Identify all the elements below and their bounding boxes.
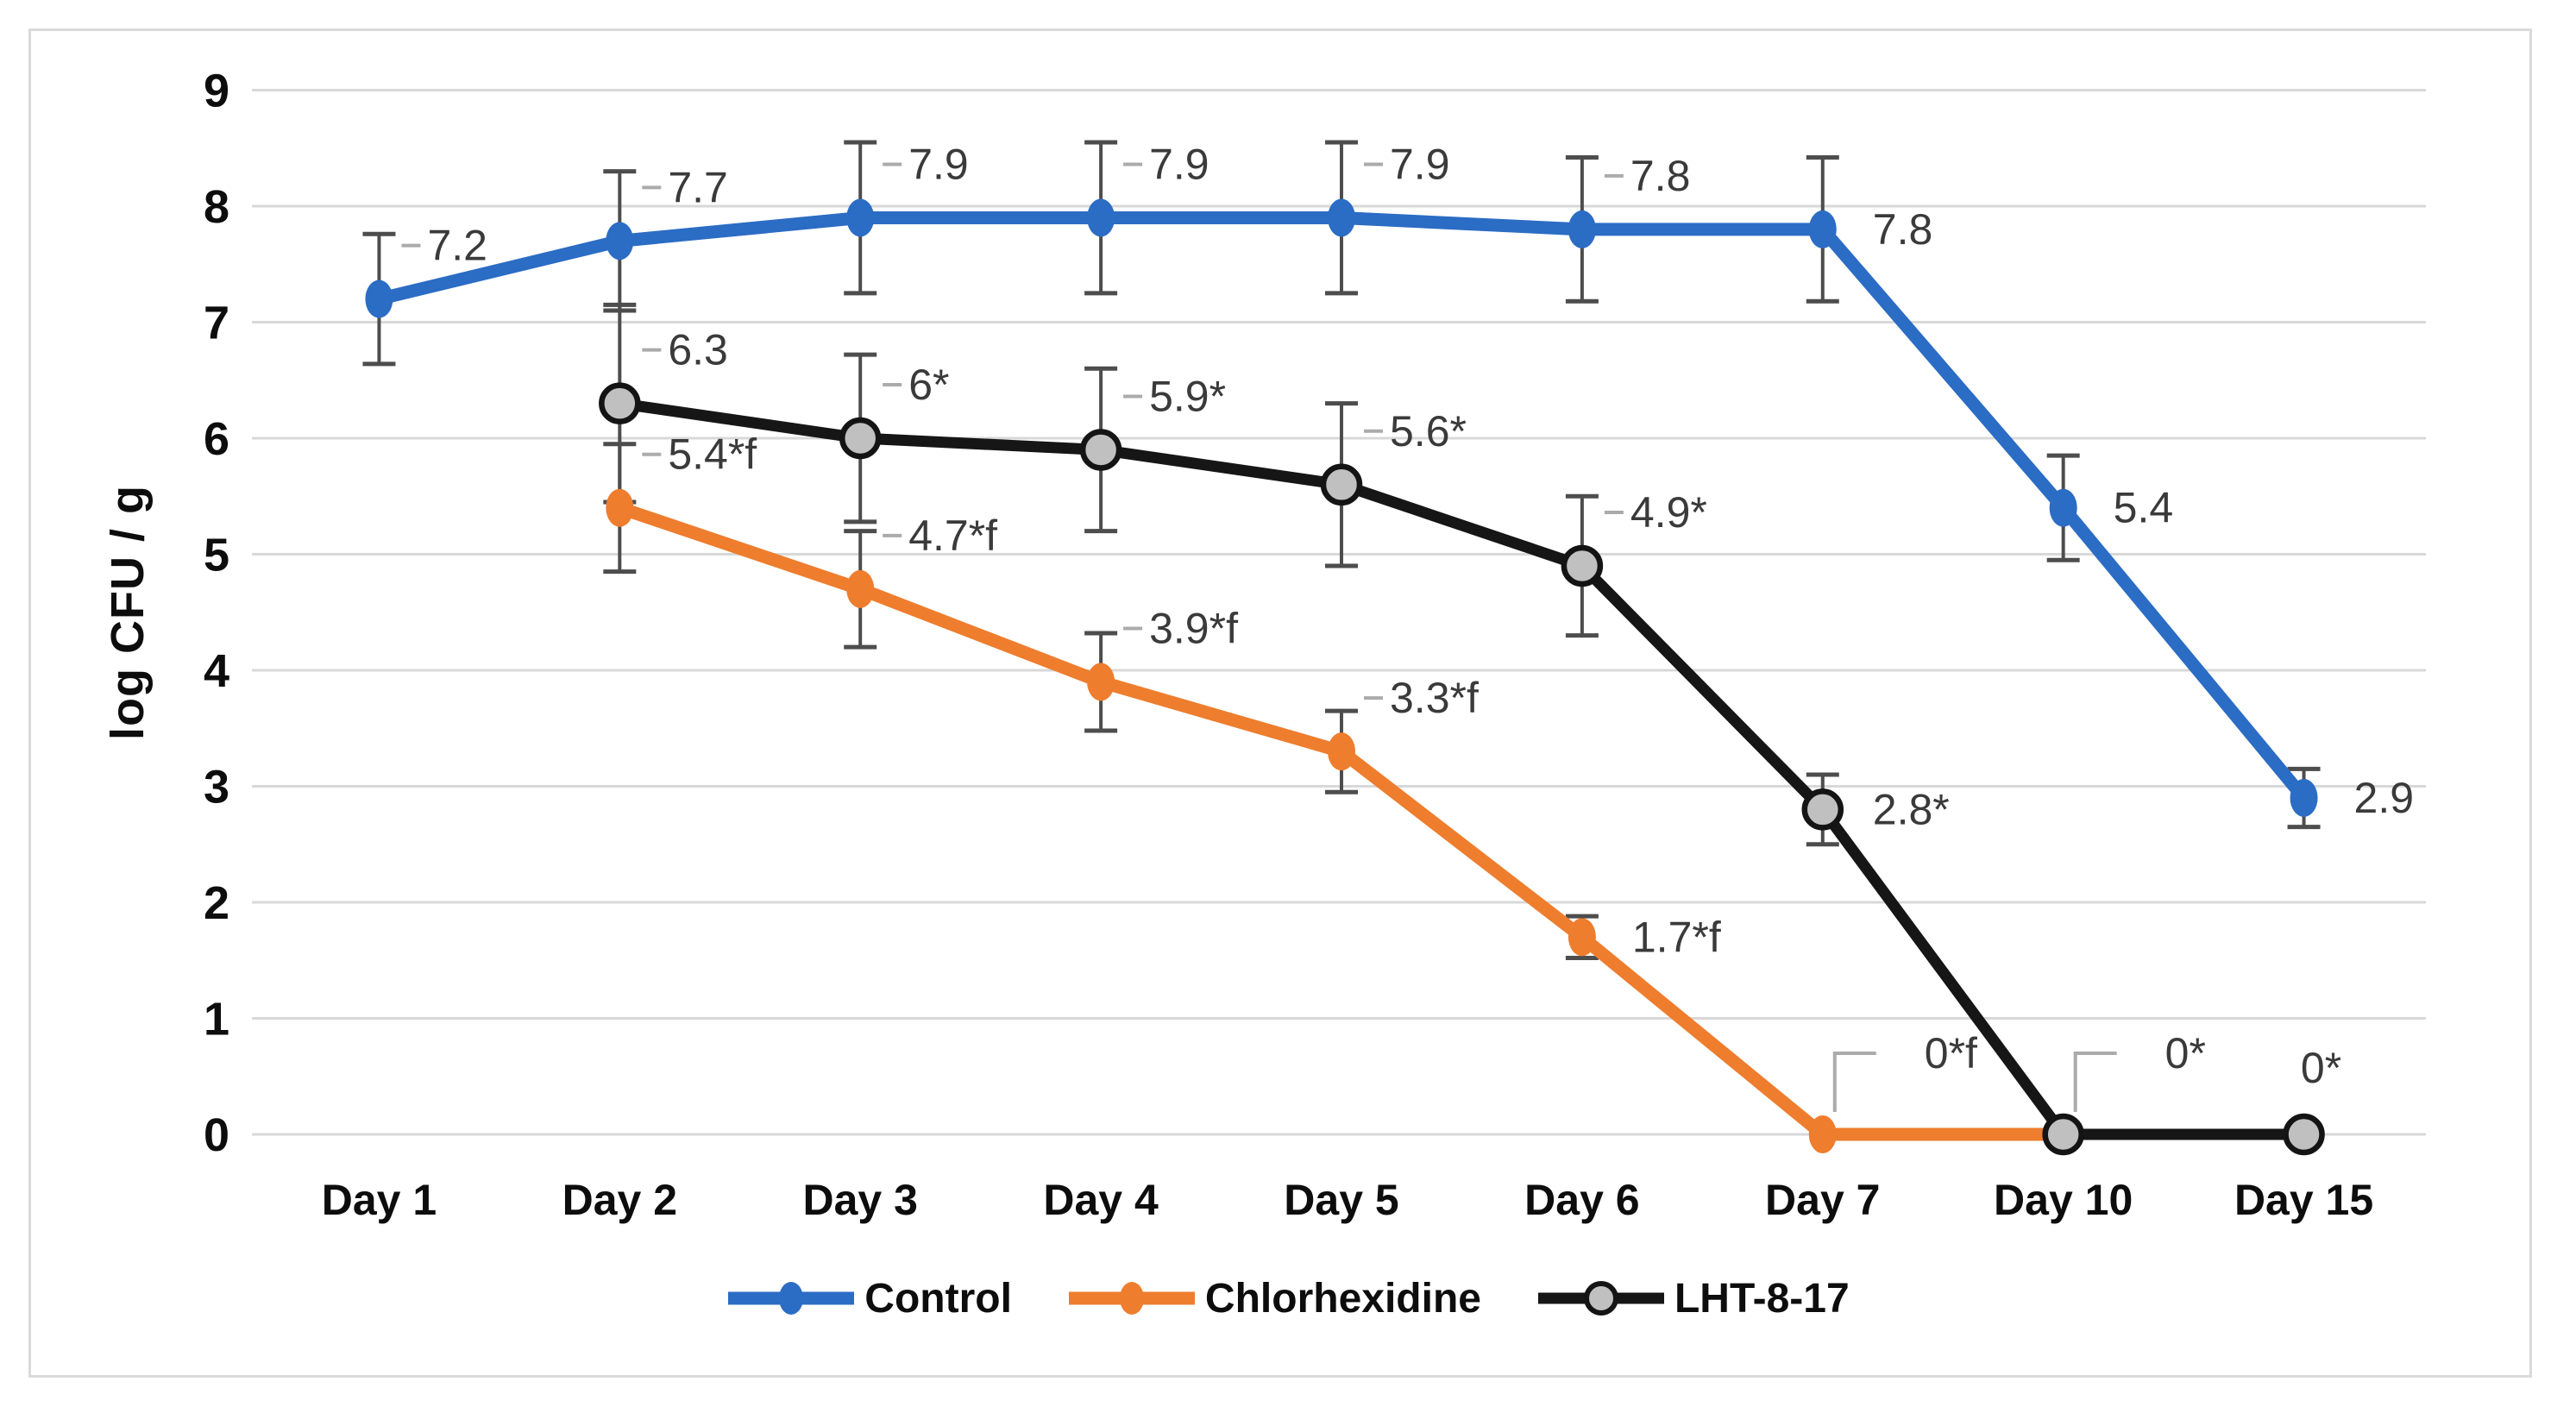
data-label: 7.9	[1149, 140, 1209, 188]
y-tick-label: 1	[204, 994, 229, 1046]
data-label: 7.9	[1390, 140, 1450, 188]
chart-panel	[28, 28, 2532, 1378]
data-label: 5.4	[2114, 484, 2174, 532]
marker-lht-8-17	[2042, 1113, 2084, 1156]
data-label: 5.9*	[1149, 372, 1226, 420]
legend-item-chlorhexidine: Chlorhexidine	[1067, 1275, 1481, 1322]
legend-item-lht-8-17: LHT-8-17	[1536, 1275, 1850, 1322]
marker-chlorhexidine	[1087, 663, 1115, 701]
y-tick-label: 3	[204, 762, 229, 813]
data-label: 0*f	[1925, 1029, 1977, 1077]
marker-chlorhexidine	[1328, 732, 1355, 771]
x-tick-label: Day 15	[2234, 1176, 2373, 1224]
data-label: 4.7*f	[908, 512, 997, 560]
y-tick-label: 2	[204, 877, 229, 929]
y-tick-label: 8	[204, 181, 229, 233]
data-label: 0*	[2301, 1044, 2341, 1092]
data-label: 7.8	[1630, 152, 1691, 200]
data-label: 6.3	[668, 326, 728, 374]
legend-swatch-icon	[728, 1282, 855, 1315]
x-tick-label: Day 1	[322, 1176, 437, 1224]
x-tick-label: Day 4	[1043, 1176, 1159, 1224]
legend-marker-icon	[1583, 1281, 1618, 1316]
x-tick-label: Day 3	[803, 1176, 918, 1224]
marker-control	[1808, 210, 1837, 248]
legend-swatch-icon	[1068, 1282, 1195, 1315]
marker-control	[2290, 778, 2318, 817]
legend-swatch-icon	[1537, 1281, 1664, 1316]
data-label: 3.3*f	[1390, 674, 1479, 722]
x-tick-label: Day 7	[1765, 1176, 1880, 1224]
data-label: 7.7	[668, 163, 728, 211]
y-tick-label: 5	[204, 530, 229, 581]
data-label: 7.8	[1873, 205, 1933, 254]
y-tick-label: 6	[204, 413, 229, 465]
marker-control	[1087, 198, 1115, 237]
marker-chlorhexidine	[606, 488, 634, 527]
marker-control	[1568, 210, 1596, 248]
marker-control	[365, 279, 393, 318]
data-label: 7.9	[908, 140, 969, 188]
legend-marker-icon	[1119, 1282, 1144, 1315]
series-line-chlorhexidine	[613, 501, 2070, 1141]
x-tick-label: Day 10	[1994, 1176, 2133, 1224]
legend-item-control: Control	[726, 1275, 1012, 1322]
label-leader	[2073, 1052, 2117, 1112]
marker-lht-8-17	[1801, 788, 1844, 831]
marker-lht-8-17	[2283, 1113, 2325, 1156]
marker-lht-8-17	[1079, 429, 1122, 471]
data-label: 0*	[2165, 1029, 2206, 1077]
series-line-lht-8-17	[613, 398, 2310, 1140]
marker-chlorhexidine	[1808, 1115, 1837, 1153]
marker-control	[1328, 198, 1355, 237]
legend: Control Chlorhexidine LHT-8-17	[0, 1261, 2576, 1335]
data-label: 5.6*	[1390, 407, 1467, 455]
marker-lht-8-17	[1320, 463, 1363, 506]
y-tick-label: 9	[204, 66, 229, 117]
legend-label: LHT-8-17	[1674, 1275, 1850, 1322]
x-tick-label: Day 5	[1284, 1176, 1398, 1224]
legend-label: Control	[864, 1275, 1012, 1322]
data-label: 3.9*f	[1149, 604, 1238, 652]
marker-chlorhexidine	[1568, 918, 1596, 957]
y-tick-label: 7	[204, 298, 229, 349]
label-leader	[1832, 1052, 1876, 1112]
legend-marker-icon	[779, 1282, 804, 1315]
data-label: 6*	[908, 361, 949, 409]
marker-control	[606, 222, 634, 261]
marker-lht-8-17	[839, 417, 882, 460]
data-label: 1.7*f	[1632, 913, 1721, 961]
marker-control	[2049, 488, 2077, 527]
data-label: 4.9*	[1630, 488, 1707, 537]
data-label: 7.2	[427, 222, 487, 270]
legend-label: Chlorhexidine	[1204, 1275, 1481, 1322]
y-tick-label: 4	[204, 645, 229, 697]
marker-control	[846, 198, 875, 237]
y-tick-label: 0	[204, 1109, 229, 1161]
data-label: 2.8*	[1873, 785, 1950, 833]
marker-lht-8-17	[1561, 544, 1604, 587]
data-label: 2.9	[2354, 774, 2415, 822]
marker-chlorhexidine	[846, 569, 875, 608]
x-tick-label: Day 2	[562, 1176, 677, 1224]
y-axis-title: log CFU / g	[102, 485, 154, 740]
x-tick-label: Day 6	[1524, 1176, 1639, 1224]
marker-lht-8-17	[599, 382, 641, 424]
data-label: 5.4*f	[668, 430, 757, 479]
